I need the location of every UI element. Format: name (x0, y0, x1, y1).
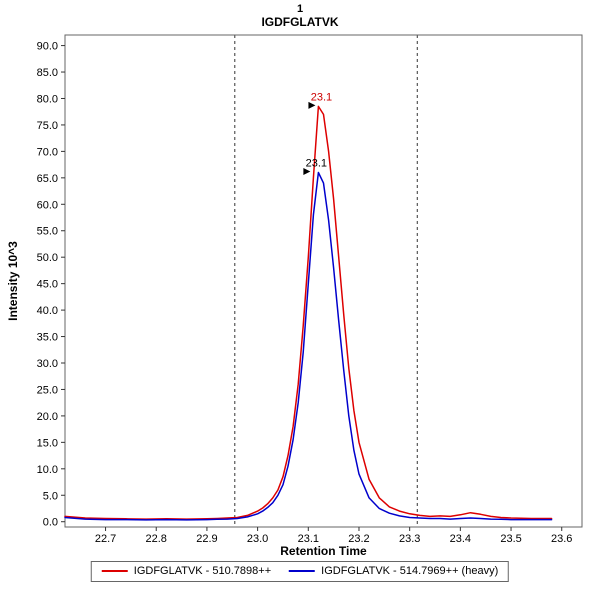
legend: IGDFGLATVK - 510.7898++ IGDFGLATVK - 514… (90, 561, 510, 582)
x-tick-label: 23.2 (348, 533, 369, 545)
y-tick-label: 15.0 (37, 437, 58, 449)
legend-entry-light: IGDFGLATVK - 510.7898++ (101, 565, 272, 577)
y-axis-title: Intensity 10^3 (6, 241, 20, 321)
replicate-title: 1 (296, 3, 304, 15)
y-tick-label: 0.0 (43, 517, 58, 529)
y-tick-label: 30.0 (37, 358, 58, 370)
x-axis-title: Retention Time (280, 544, 367, 558)
chromatogram-plot: 0.0 5.0 10.0 15.0 20.0 25.0 30.0 35.0 40.0 45.0 50… (6, 34, 583, 558)
peptide-title: IGDFGLATVK (261, 15, 339, 29)
y-tick-label: 70.0 (37, 146, 58, 158)
y-tick-label: 90.0 (37, 41, 58, 53)
legend-line-swatch (289, 570, 316, 572)
y-tick-label: 85.0 (37, 67, 58, 79)
y-tick-label: 55.0 (37, 226, 58, 238)
y-tick-label: 10.0 (37, 464, 58, 476)
y-tick-label: 75.0 (37, 120, 58, 132)
peak-arrow-icon (303, 168, 311, 176)
y-tick-label: 80.0 (37, 93, 58, 105)
chromatogram-trace (64, 105, 553, 520)
x-tick-label: 23.6 (551, 533, 572, 545)
peak-rt-annotation: 23.1 (311, 91, 332, 103)
y-tick-label: 50.0 (37, 252, 58, 264)
chart-header: 1 IGDFGLATVK (0, 3, 600, 29)
x-tick-label: 23.0 (247, 533, 268, 545)
y-tick-label: 25.0 (37, 384, 58, 396)
y-tick-label: 40.0 (37, 305, 58, 317)
y-tick-label: 20.0 (37, 411, 58, 423)
x-tick-label: 23.5 (500, 533, 521, 545)
x-tick-label: 22.7 (95, 533, 116, 545)
y-tick-label: 5.0 (43, 490, 58, 502)
legend-label: IGDFGLATVK - 514.7969++ (heavy) (321, 565, 499, 577)
legend-entry-heavy: IGDFGLATVK - 514.7969++ (heavy) (289, 565, 498, 577)
y-tick-label: 65.0 (37, 173, 58, 185)
y-tick-label: 45.0 (37, 279, 58, 291)
x-tick-label: 22.8 (146, 533, 167, 545)
peak-arrow-icon (308, 101, 316, 109)
plot-border (64, 34, 583, 528)
legend-line-swatch (101, 570, 128, 572)
x-tick-label: 23.3 (399, 533, 420, 545)
x-tick-label: 22.9 (196, 533, 217, 545)
chromatogram-trace (64, 171, 553, 521)
y-tick-label: 60.0 (37, 199, 58, 211)
legend-label: IGDFGLATVK - 510.7898++ (133, 565, 272, 577)
x-tick-label: 23.1 (298, 533, 319, 545)
peak-rt-annotation: 23.1 (306, 158, 327, 170)
y-tick-label: 35.0 (37, 332, 58, 344)
x-tick-label: 23.4 (450, 533, 471, 545)
